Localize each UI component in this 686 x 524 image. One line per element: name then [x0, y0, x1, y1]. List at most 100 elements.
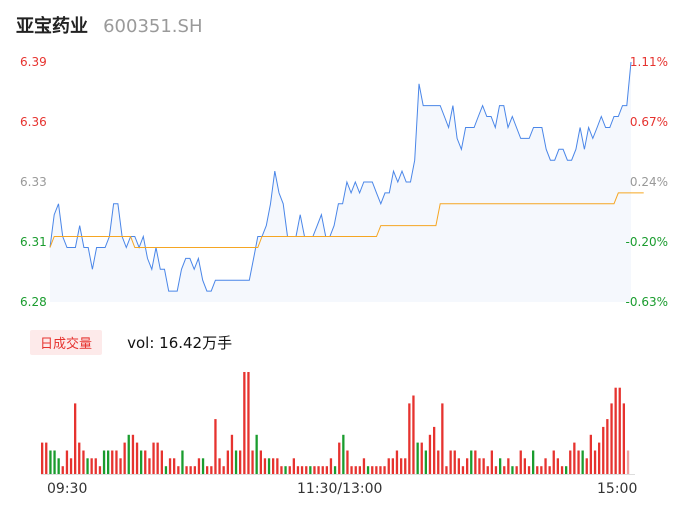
- volume-bar: [144, 450, 147, 474]
- volume-bar: [338, 442, 341, 474]
- volume-bar: [536, 466, 539, 474]
- volume-bar: [375, 466, 378, 474]
- volume-bar: [560, 466, 564, 474]
- volume-bar: [321, 466, 324, 474]
- price-area-fill: [50, 62, 631, 302]
- volume-bar: [193, 466, 196, 474]
- volume-bar: [598, 442, 601, 474]
- price-line: [49, 61, 632, 292]
- volume-bar: [41, 442, 44, 474]
- volume-bar: [329, 458, 333, 474]
- stock-code: 600351.SH: [103, 16, 203, 37]
- volume-bar: [234, 450, 238, 474]
- volume-bar: [478, 458, 481, 474]
- y-tick-left-2: 6.33: [20, 175, 47, 189]
- volume-bar: [461, 466, 465, 474]
- volume-bar: [383, 466, 386, 474]
- price-layer: [49, 61, 644, 302]
- volume-bar: [148, 458, 151, 474]
- volume-bar: [548, 466, 551, 474]
- volume-bar: [540, 466, 543, 474]
- volume-bar: [78, 442, 81, 474]
- volume-header: 日成交量 vol: 16.42万手: [30, 330, 233, 355]
- volume-bar: [82, 450, 85, 474]
- volume-bar: [123, 442, 126, 474]
- volume-bar: [391, 458, 394, 474]
- volume-bar: [251, 450, 254, 474]
- volume-bar: [280, 466, 283, 474]
- volume-bar: [602, 426, 605, 474]
- volume-badge: 日成交量: [30, 330, 103, 355]
- y-tick-left-0: 6.39: [20, 55, 47, 69]
- y-tick-right-1: 0.67%: [629, 115, 668, 129]
- volume-bar: [57, 458, 60, 474]
- volume-label: vol: 16.42万手: [127, 334, 233, 352]
- volume-bar: [201, 458, 205, 474]
- volume-bar: [288, 466, 291, 474]
- volume-bar: [350, 466, 353, 474]
- volume-bar: [61, 466, 64, 474]
- volume-bar: [565, 466, 568, 474]
- volume-bar: [366, 466, 370, 474]
- volume-bar: [593, 450, 597, 474]
- volume-bar: [581, 450, 584, 474]
- volume-bar: [354, 466, 357, 474]
- volume-bar: [527, 466, 531, 474]
- volume-bar: [243, 372, 246, 474]
- volume-bar: [292, 458, 295, 474]
- x-tick-1: 11:30/13:00: [297, 481, 383, 497]
- volume-bar: [585, 458, 588, 474]
- volume-bar: [272, 458, 275, 474]
- volume-bar: [313, 466, 316, 474]
- y-tick-right-0: 1.11%: [629, 55, 668, 69]
- volume-bar: [626, 450, 630, 474]
- volume-bar: [230, 434, 234, 474]
- volume-bar: [371, 466, 374, 474]
- volume-bar: [102, 450, 106, 474]
- volume-bar: [140, 450, 143, 474]
- y-tick-left-3: 6.31: [20, 235, 47, 249]
- volume-bar: [222, 466, 225, 474]
- volume-bar: [300, 466, 304, 474]
- volume-bar: [490, 450, 493, 474]
- volume-bar: [226, 450, 229, 474]
- volume-bar: [214, 419, 217, 474]
- volume-bar: [577, 450, 580, 474]
- volume-bar: [618, 387, 621, 474]
- volume-bar: [317, 466, 320, 474]
- volume-bar: [94, 458, 97, 474]
- volume-bar: [395, 450, 399, 474]
- volume-bar: [135, 442, 139, 474]
- volume-bar: [255, 434, 258, 474]
- volume-bar: [507, 458, 510, 474]
- volume-bar: [325, 466, 328, 474]
- volume-bar: [466, 458, 469, 474]
- volume-bar: [346, 450, 349, 474]
- volume-bar: [606, 419, 609, 474]
- y-tick-right-4: -0.63%: [625, 295, 668, 309]
- volume-bar: [379, 466, 382, 474]
- volume-bar: [111, 450, 114, 474]
- volume-bar: [482, 458, 485, 474]
- volume-bar: [589, 434, 592, 474]
- volume-bar: [610, 403, 613, 474]
- volume-bar: [284, 466, 287, 474]
- volume-bar: [470, 450, 473, 474]
- volume-bar: [449, 450, 452, 474]
- volume-bar: [177, 466, 180, 474]
- volume-bar: [263, 458, 267, 474]
- volume-bar: [65, 450, 69, 474]
- volume-bar: [412, 395, 415, 474]
- volume-bar: [267, 458, 271, 474]
- volume-bar: [433, 426, 436, 474]
- volume-bar: [86, 458, 89, 474]
- volume-bar: [239, 450, 242, 474]
- volume-bar: [408, 403, 411, 474]
- volume-bar: [127, 434, 130, 474]
- volume-bar: [156, 442, 159, 474]
- volume-bar: [173, 458, 176, 474]
- y-tick-right-2: 0.24%: [629, 175, 668, 189]
- volume-bar: [296, 466, 300, 474]
- volume-bar: [358, 466, 361, 474]
